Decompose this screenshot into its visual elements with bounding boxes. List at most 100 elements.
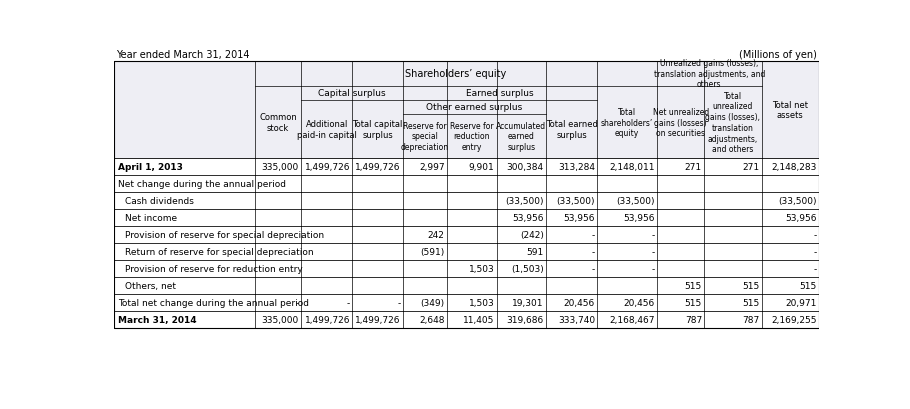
Text: 53,956: 53,956 [512,213,544,222]
Text: Net unrealized
gains (losses)
on securities: Net unrealized gains (losses) on securit… [652,108,709,138]
Bar [114,227,819,243]
Bar [114,176,819,193]
Text: Additional
paid-in capital: Additional paid-in capital [297,120,357,139]
Text: 1,503: 1,503 [469,298,494,307]
Text: 2,148,283: 2,148,283 [772,163,816,172]
Text: 1,499,726: 1,499,726 [355,315,400,324]
Text: 787: 787 [684,315,702,324]
Bar [114,260,819,277]
Text: 2,997: 2,997 [419,163,445,172]
Text: 20,971: 20,971 [785,298,816,307]
Text: 1,503: 1,503 [469,264,494,273]
Bar [114,49,819,61]
Text: Total net
assets: Total net assets [773,100,808,120]
Text: -: - [592,247,595,256]
Text: 20,456: 20,456 [564,298,595,307]
Text: -: - [398,298,400,307]
Text: 2,648: 2,648 [420,315,445,324]
Text: 1,499,726: 1,499,726 [355,163,400,172]
Text: Total
unrealized
gains (losses),
translation
adjustments,
and others: Total unrealized gains (losses), transla… [705,92,761,154]
Bar [114,61,819,159]
Text: 787: 787 [742,315,759,324]
Text: Earned surplus: Earned surplus [466,89,534,98]
Text: Total capital
surplus: Total capital surplus [352,120,403,139]
Text: -: - [296,298,299,307]
Bar [114,210,819,227]
Text: 9,901: 9,901 [469,163,494,172]
Text: (33,500): (33,500) [557,197,595,206]
Text: 515: 515 [684,281,702,290]
Bar [114,61,819,159]
Text: Provision of reserve for reduction entry: Provision of reserve for reduction entry [126,264,303,273]
Text: March 31, 2014: March 31, 2014 [117,315,197,324]
Bar [114,193,819,210]
Bar [114,243,819,260]
Text: 242: 242 [428,231,445,239]
Text: Cash dividends: Cash dividends [126,197,194,206]
Text: Net income: Net income [126,213,177,222]
Text: Reserve for
reduction
entry: Reserve for reduction entry [450,121,493,152]
Text: Other earned surplus: Other earned surplus [427,103,522,112]
Text: -: - [592,264,595,273]
Text: (33,500): (33,500) [505,197,544,206]
Text: -: - [814,247,816,256]
Text: Year ended March 31, 2014: Year ended March 31, 2014 [116,50,249,60]
Bar [114,159,819,176]
Text: -: - [814,231,816,239]
Text: 20,456: 20,456 [623,298,654,307]
Text: (33,500): (33,500) [616,197,654,206]
Text: 515: 515 [684,298,702,307]
Text: (242): (242) [520,231,544,239]
Text: (349): (349) [420,298,445,307]
Text: (Millions of yen): (Millions of yen) [739,50,816,60]
Text: -: - [592,231,595,239]
Text: 515: 515 [742,281,759,290]
Text: Capital surplus: Capital surplus [318,89,386,98]
Bar [114,294,819,311]
Text: 11,405: 11,405 [463,315,494,324]
Text: -: - [652,247,654,256]
Text: 515: 515 [799,281,816,290]
Text: 271: 271 [685,163,702,172]
Text: -: - [347,298,350,307]
Text: (591): (591) [420,247,445,256]
Text: Net change during the annual period: Net change during the annual period [117,180,286,189]
Text: 53,956: 53,956 [623,213,654,222]
Bar [114,311,819,328]
Text: Shareholders’ equity: Shareholders’ equity [405,69,507,79]
Text: -: - [652,264,654,273]
Text: 515: 515 [742,298,759,307]
Text: 313,284: 313,284 [558,163,595,172]
Text: 591: 591 [527,247,544,256]
Text: 2,168,467: 2,168,467 [609,315,654,324]
Text: 335,000: 335,000 [262,163,299,172]
Text: Total
shareholders’
equity: Total shareholders’ equity [602,108,653,138]
Text: Unrealized gains (losses),
translation adjustments, and
others: Unrealized gains (losses), translation a… [653,59,765,89]
Text: Provision of reserve for special depreciation: Provision of reserve for special depreci… [126,231,325,239]
Text: (33,500): (33,500) [778,197,816,206]
Text: 2,148,011: 2,148,011 [609,163,654,172]
Text: 53,956: 53,956 [785,213,816,222]
Text: 319,686: 319,686 [507,315,544,324]
Text: Total net change during the annual period: Total net change during the annual perio… [117,298,308,307]
Text: Reserve for
special
depreciation: Reserve for special depreciation [400,121,449,152]
Text: Common
stock: Common stock [259,113,297,133]
Text: 335,000: 335,000 [262,315,299,324]
Text: 271: 271 [743,163,759,172]
Bar [114,277,819,294]
Text: 1,499,726: 1,499,726 [305,163,350,172]
Text: 2,169,255: 2,169,255 [771,315,816,324]
Text: Accumulated
earned
surplus: Accumulated earned surplus [496,121,547,152]
Text: -: - [814,264,816,273]
Text: Return of reserve for special depreciation: Return of reserve for special depreciati… [126,247,314,256]
Text: Total earned
surplus: Total earned surplus [546,120,598,139]
Text: April 1, 2013: April 1, 2013 [117,163,183,172]
Text: (1,503): (1,503) [511,264,544,273]
Text: 300,384: 300,384 [507,163,544,172]
Text: 19,301: 19,301 [512,298,544,307]
Text: Others, net: Others, net [126,281,177,290]
Text: 333,740: 333,740 [558,315,595,324]
Text: 53,956: 53,956 [563,213,595,222]
Text: 1,499,726: 1,499,726 [305,315,350,324]
Text: -: - [652,231,654,239]
